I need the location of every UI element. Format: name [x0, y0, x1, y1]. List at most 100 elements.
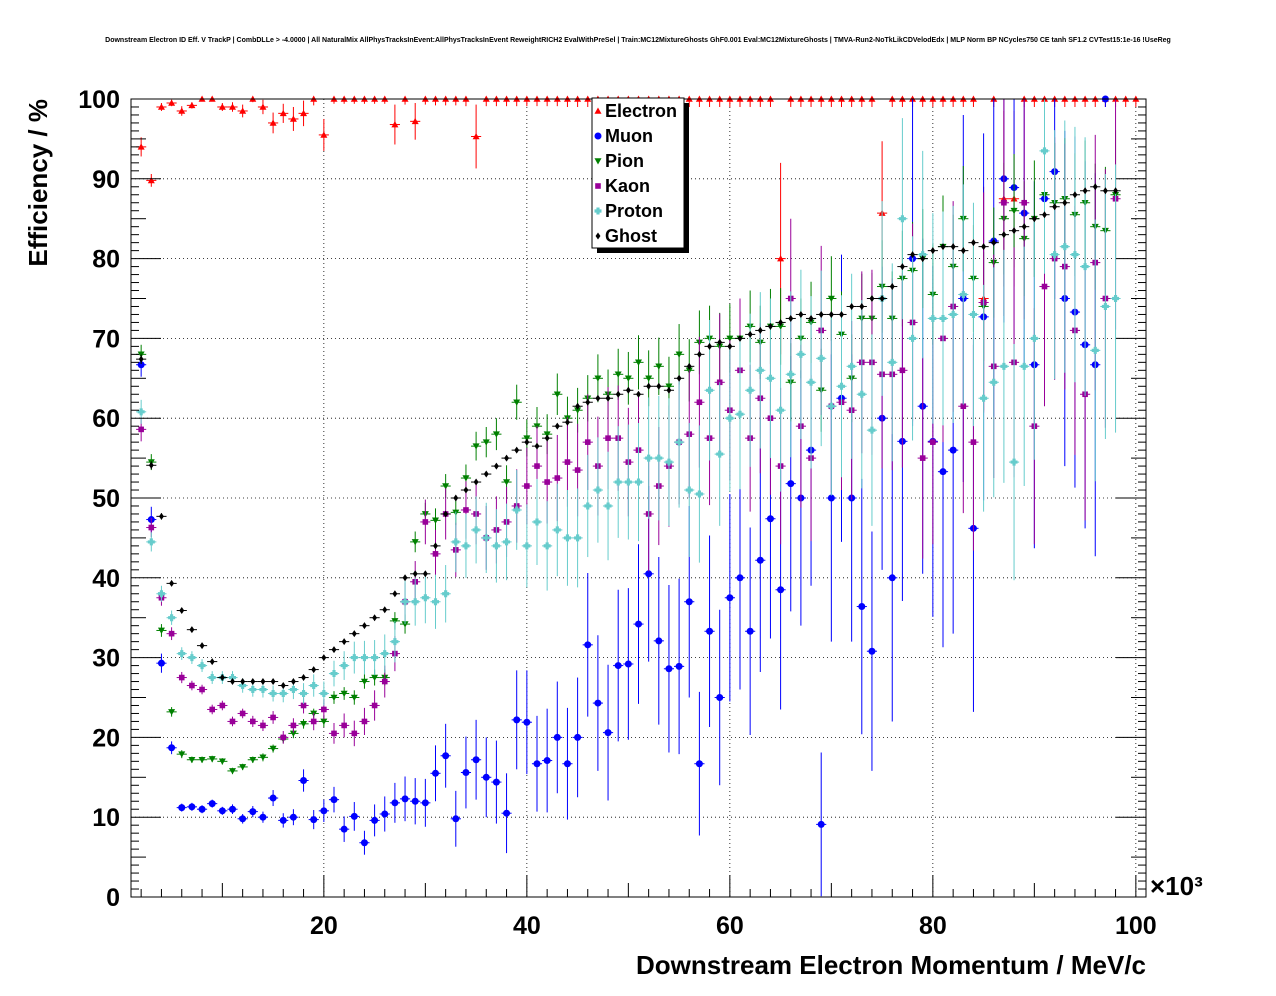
data-point-muon [513, 716, 521, 724]
data-point-pion [411, 539, 419, 546]
data-point-muon [330, 796, 338, 804]
data-point-muon [716, 694, 724, 701]
data-point-proton [594, 486, 602, 494]
data-point-pion [249, 756, 257, 764]
legend-marker-kaon [595, 183, 601, 189]
x-tick-label: 20 [310, 912, 338, 940]
data-point-pion [726, 335, 734, 342]
data-point-proton [492, 542, 500, 550]
data-point-muon [371, 816, 379, 824]
data-point-proton [787, 370, 795, 378]
data-point-proton [513, 506, 521, 514]
data-point-pion [655, 363, 663, 370]
data-point-proton [675, 438, 683, 446]
data-point-electron [229, 103, 236, 110]
data-point-proton [766, 374, 774, 382]
legend: Electron Muon Pion Kaon Proton Ghost [591, 97, 689, 253]
data-point-kaon [331, 730, 337, 737]
data-point-kaon [270, 714, 276, 721]
data-point-muon [665, 665, 673, 673]
data-point-pion [239, 764, 247, 771]
data-point-proton [645, 454, 653, 462]
data-point-proton [655, 454, 663, 462]
data-point-ghost [362, 622, 367, 630]
data-point-muon [249, 808, 257, 816]
data-point-proton [249, 686, 257, 694]
data-point-electron [300, 109, 308, 117]
data-point-kaon [189, 682, 195, 689]
data-point-ghost [169, 579, 175, 587]
data-point-muon [543, 757, 551, 765]
data-point-kaon [716, 379, 723, 386]
data-point-proton [462, 542, 470, 550]
data-point-proton [929, 314, 937, 322]
data-point-proton [503, 538, 511, 546]
data-point-ghost [392, 590, 398, 598]
data-point-muon [766, 515, 774, 523]
data-point-ghost [260, 678, 266, 686]
data-point-ghost [199, 642, 205, 650]
data-point-kaon [930, 439, 936, 445]
data-point-ghost [808, 314, 814, 322]
legend-entries: Electron Muon Pion Kaon Proton Ghost [594, 101, 677, 246]
data-point-kaon [239, 710, 246, 717]
data-point-ghost [351, 630, 357, 638]
data-point-kaon [178, 674, 185, 681]
data-point-muon [289, 813, 297, 821]
data-point-kaon [696, 399, 703, 406]
data-point-muon [655, 637, 663, 645]
data-point-ghost [839, 310, 844, 318]
data-point-electron [178, 107, 186, 114]
data-point-kaon [138, 426, 144, 433]
data-point-proton [147, 538, 155, 546]
data-point-muon [584, 641, 592, 649]
data-point-ghost [483, 470, 489, 478]
data-point-ghost [676, 374, 682, 382]
data-point-muon [137, 361, 145, 369]
data-point-kaon [290, 722, 297, 729]
data-point-proton [533, 518, 541, 526]
data-point-proton [716, 450, 724, 458]
data-point-pion [645, 375, 653, 382]
data-point-muon [157, 659, 165, 667]
data-point-muon [340, 825, 348, 833]
data-point-muon [482, 773, 490, 781]
data-point-muon [817, 820, 825, 828]
data-point-electron [168, 99, 176, 106]
series-proton [136, 99, 1121, 706]
chart-title: Downstream Electron ID Eff. V TrackP | C… [105, 37, 1171, 44]
data-point-pion [827, 295, 835, 302]
data-point-kaon [250, 718, 256, 725]
data-point-ghost [412, 570, 418, 578]
data-point-ghost [818, 310, 824, 318]
data-point-proton [198, 662, 206, 670]
data-point-proton [432, 598, 439, 606]
data-point-muon [726, 594, 734, 602]
data-point-electron [320, 131, 328, 138]
data-point-muon [533, 760, 541, 768]
data-point-pion [635, 359, 642, 366]
data-point-ghost [341, 638, 347, 646]
data-point-muon [949, 446, 957, 454]
data-point-electron [391, 121, 399, 128]
data-point-muon [756, 556, 764, 564]
y-tick-label: 40 [92, 565, 120, 593]
data-point-ghost [646, 382, 652, 390]
data-point-proton [472, 526, 480, 534]
data-point-electron [147, 176, 155, 184]
data-point-pion [442, 483, 450, 490]
data-point-proton [411, 598, 419, 606]
data-point-ghost [910, 251, 915, 259]
data-point-ghost [1011, 227, 1017, 235]
data-point-pion [208, 756, 216, 763]
data-point-muon [452, 815, 460, 823]
data-point-proton [1081, 263, 1089, 271]
data-point-ghost [960, 247, 966, 255]
data-point-ghost [1102, 187, 1108, 195]
data-point-proton [1000, 362, 1008, 370]
data-point-proton [452, 538, 460, 546]
y-tick-label: 10 [92, 804, 120, 832]
data-point-ghost [514, 446, 520, 454]
data-point-kaon [1021, 199, 1027, 206]
data-point-kaon [422, 519, 429, 525]
